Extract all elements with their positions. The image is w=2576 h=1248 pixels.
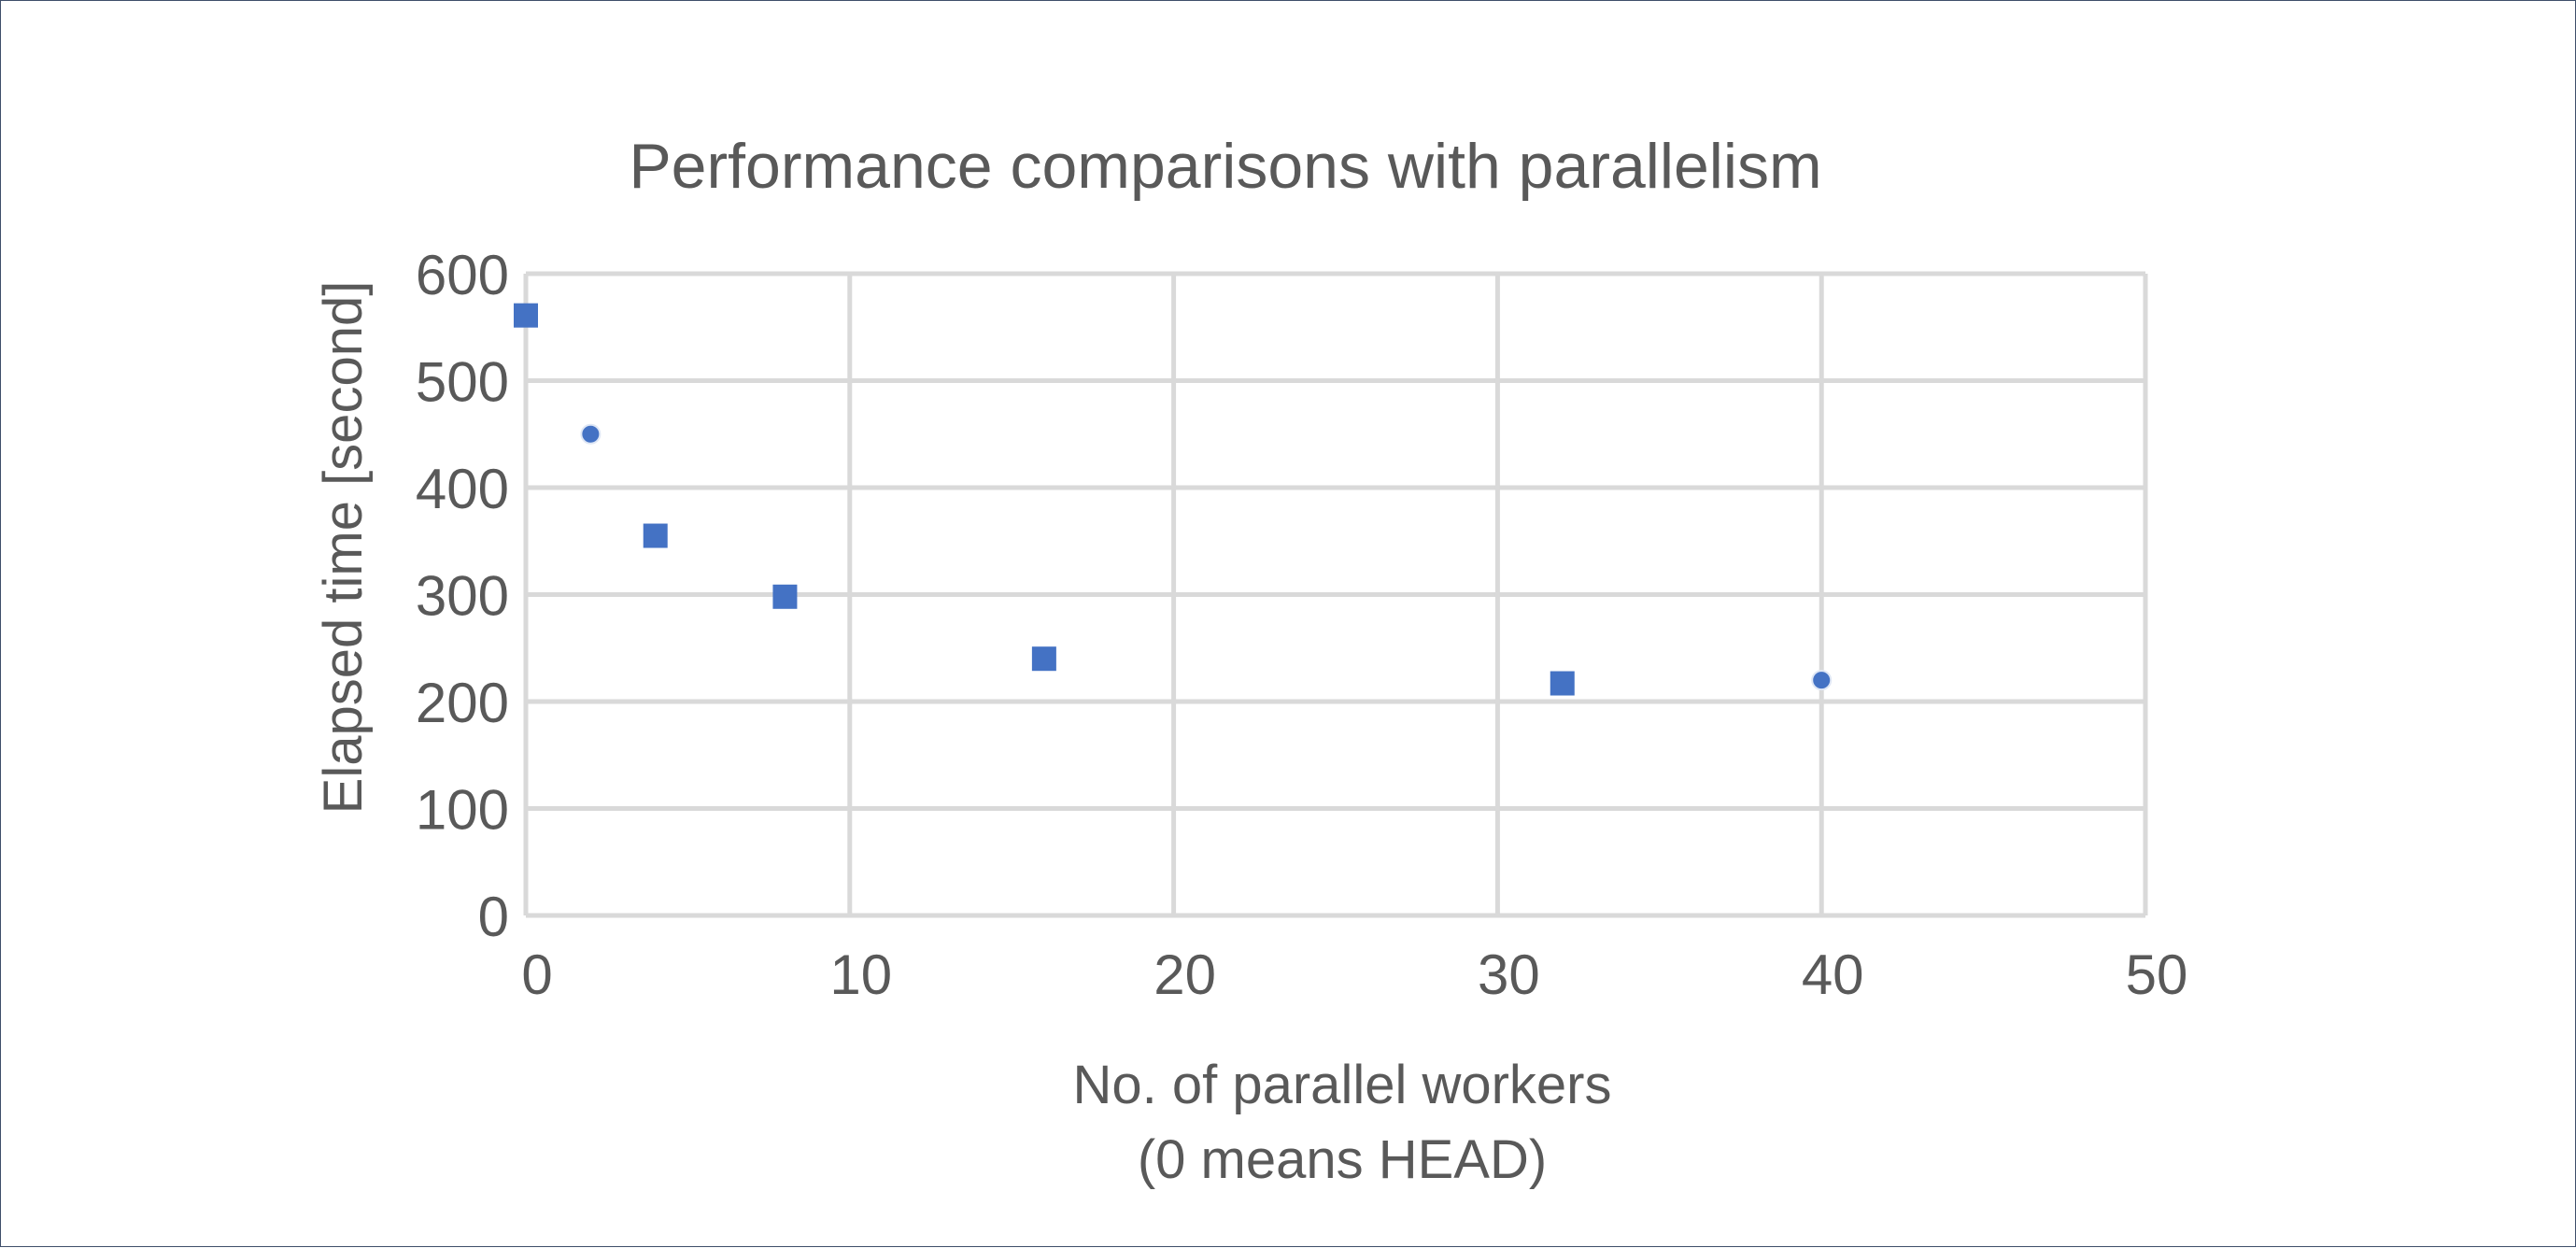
y-tick-label: 600 [416, 244, 509, 306]
data-point [1811, 670, 1833, 691]
data-point [772, 584, 798, 609]
y-tick-label: 400 [416, 458, 509, 520]
x-axis-subtitle: (0 means HEAD) [1138, 1129, 1547, 1190]
data-point [514, 303, 538, 328]
grid-lines [523, 271, 2148, 918]
y-tick-label: 300 [416, 565, 509, 628]
data-point [580, 423, 602, 445]
x-tick-label: 40 [1802, 943, 1864, 1006]
x-tick-label: 10 [829, 943, 892, 1006]
x-tick-label: 20 [1154, 943, 1216, 1006]
tick-labels: 0 100 200 300 400 500 600 0 10 20 30 40 50 [416, 244, 2187, 1006]
x-tick-label: 30 [1478, 943, 1540, 1006]
data-point [643, 523, 668, 548]
data-point [1031, 646, 1056, 672]
y-tick-label: 500 [416, 351, 509, 414]
data-point [1550, 671, 1575, 696]
x-axis-title: No. of parallel workers [1073, 1055, 1612, 1115]
y-tick-label: 100 [416, 779, 509, 842]
y-tick-label: 0 [478, 886, 509, 948]
x-tick-label: 50 [2126, 943, 2188, 1006]
x-tick-label: 0 [521, 943, 552, 1006]
chart-title: Performance comparisons with parallelism [629, 131, 1821, 202]
data-points [514, 303, 1833, 696]
y-axis-title: Elapsed time [second] [313, 281, 374, 815]
y-tick-label: 200 [416, 672, 509, 734]
